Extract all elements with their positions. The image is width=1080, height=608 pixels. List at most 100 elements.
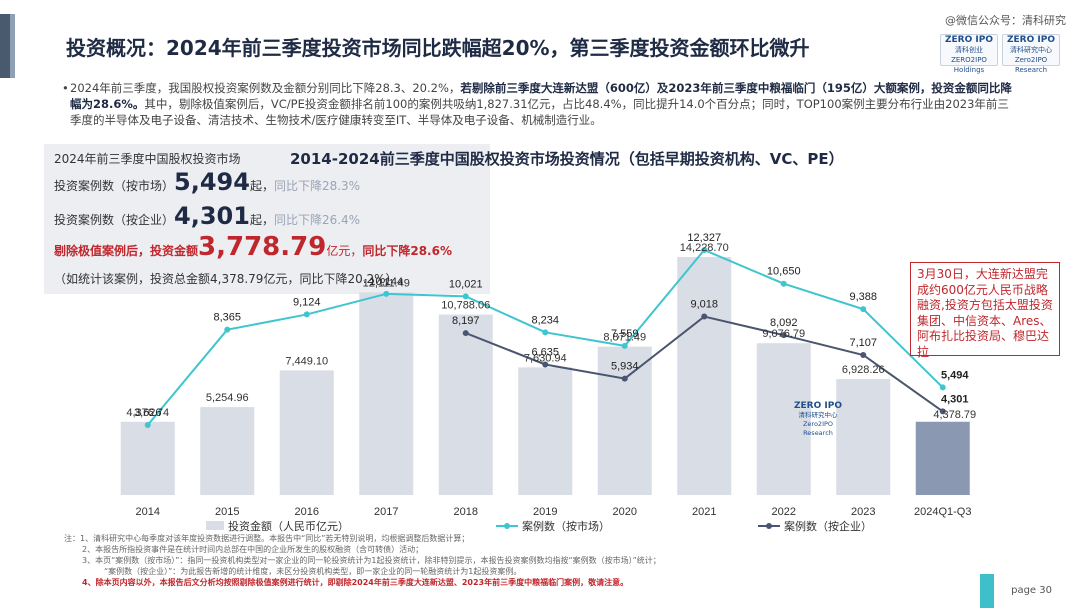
stats-row-note: （如统计该案例，投资总金额4,378.79亿元，同比下降20.2%） (54, 272, 398, 286)
market-count-label-2022: 10,650 (767, 266, 801, 278)
x-tick-2016: 2016 (295, 506, 319, 518)
enterprise-count-point-2018 (462, 330, 469, 337)
market-count-label-2019: 8,234 (531, 314, 559, 326)
inchart-logo-line2: 清科研究中心 (798, 411, 838, 419)
market-count-label-2023: 9,388 (849, 291, 877, 303)
enterprise-count-label-2024Q1-Q3: 4,301 (941, 393, 969, 405)
x-tick-2020: 2020 (613, 506, 637, 518)
logo-right-line3: Zero2IPO Research (1014, 56, 1048, 74)
market-count-point-2022 (780, 280, 787, 287)
stats-row2-change: 同比下降26.4% (273, 213, 361, 227)
stats-heading: 2024年前三季度中国股权投资市场 (54, 152, 241, 166)
stats-row-amount: 剔除极值案例后，投资金额3,778.79亿元，同比下降28.6% (54, 232, 452, 262)
enterprise-count-point-2021 (701, 313, 708, 320)
stats-row3-unit: 亿元， (326, 244, 363, 258)
stats-panel: 2024年前三季度中国股权投资市场 投资案例数（按市场）5,494起，同比下降2… (44, 144, 490, 294)
market-count-point-2019 (542, 329, 549, 336)
stats-row-market: 投资案例数（按市场）5,494起，同比下降28.3% (54, 168, 360, 196)
stats-row3-value: 3,778.79 (198, 232, 327, 262)
market-count-point-2015 (224, 326, 231, 333)
bar-2022 (756, 343, 811, 495)
inchart-logo-line1: ZERO IPO (794, 401, 842, 411)
market-count-label-2017: 10,144 (369, 276, 403, 288)
bar-2015 (200, 407, 255, 495)
watermark: @微信公众号：清科研究 (945, 14, 1066, 27)
logo-left-line2: 清科创业 (955, 46, 983, 54)
enterprise-count-label-2020: 5,934 (611, 361, 639, 373)
stats-row2-label: 投资案例数（按企业） (54, 213, 175, 227)
stats-row3-change: 同比下降28.6% (362, 244, 452, 258)
summary-part1: 2024年前三季度，我国股权投资案例数及金额分别同比下降28.3、20.2%， (70, 81, 461, 95)
market-count-label-2021: 12,327 (687, 232, 721, 244)
x-tick-2023: 2023 (851, 506, 875, 518)
zero2ipo-holdings-logo: ZERO IPO 清科创业 ZERO2IPO Holdings (940, 34, 998, 74)
market-count-point-2016 (303, 311, 310, 318)
legend-label-amount: 投资金额（人民币亿元） (228, 519, 349, 533)
logo-right-line1: ZERO IPO (1007, 35, 1055, 45)
x-tick-2017: 2017 (374, 506, 398, 518)
enterprise-count-label-2022: 8,092 (770, 317, 798, 329)
x-tick-2022: 2022 (772, 506, 796, 518)
footnote-3: 3、本页“案例数（按市场）”：指同一投资机构类型对一家企业的同一轮投资统计为1起… (82, 556, 661, 565)
bar-2018 (438, 314, 493, 495)
stats-row1-label: 投资案例数（按市场） (54, 179, 175, 193)
bar-label-2018: 10,788.06 (441, 300, 490, 312)
bar-2021 (677, 257, 732, 495)
bar-2016 (279, 370, 334, 495)
page-number: page 30 (1011, 585, 1052, 596)
market-count-point-2020 (621, 342, 628, 349)
enterprise-count-point-2020 (621, 375, 628, 382)
bar-label-2017: 12,111.49 (363, 277, 410, 289)
legend-label-market: 案例数（按市场） (522, 519, 610, 533)
legend-swatch-amount (206, 521, 224, 530)
legend-marker-enterprise (766, 523, 772, 529)
footnote-1: 注：1、清科研究中心每季度对该年度投资数据进行调整。本报告中“同比”若无特别说明… (64, 534, 470, 543)
bar-label-2020: 8,871.49 (603, 332, 646, 344)
market-count-point-2021 (701, 247, 708, 253)
bar-2023 (836, 379, 891, 495)
bar-label-2016: 7,449.10 (285, 355, 328, 367)
stats-row-enterprise: 投资案例数（按企业）4,301起，同比下降26.4% (54, 202, 360, 230)
annotation-box: 3月30日，大连新达盟完成约600亿元人民币战略融资,投资方包括太盟投资集团、中… (910, 262, 1060, 359)
x-tick-2015: 2015 (215, 506, 239, 518)
enterprise-count-point-2022 (780, 332, 787, 339)
enterprise-count-label-2018: 8,197 (452, 315, 480, 327)
footnotes: 注：1、清科研究中心每季度对该年度投资数据进行调整。本报告中“同比”若无特别说明… (64, 533, 924, 588)
zero2ipo-research-logo: ZERO IPO 清科研究中心 Zero2IPO Research (1002, 34, 1060, 74)
market-count-label-2020: 7,559 (611, 328, 639, 340)
enterprise-count-label-2019: 6,635 (531, 346, 559, 358)
enterprise-count-point-2023 (860, 351, 867, 358)
enterprise-count-label-2023: 7,107 (849, 337, 877, 349)
logo-left-line1: ZERO IPO (945, 35, 993, 45)
summary-part2: 其中，剔除极值案例后，VC/PE投资金额排名前100的案例共吸纳1,827.31… (70, 97, 1009, 127)
market-count-point-2014 (144, 422, 151, 428)
bar-2024Q1-Q3 (915, 421, 970, 495)
left-accent-bar-light (10, 14, 15, 78)
x-tick-2018: 2018 (454, 506, 478, 518)
market-count-label-2018: 10,021 (449, 278, 483, 290)
inchart-logo-line3: Zero2IPO Research (802, 420, 834, 437)
footnote-3b: “案例数（按企业）”：为此报告新增的统计维度，未区分投资机构类型，即一家企业的同… (104, 567, 522, 576)
bar-label-2021: 14,228.70 (680, 242, 729, 254)
bar-2020 (597, 346, 652, 495)
stats-row2-unit: 起， (249, 213, 274, 227)
market-count-point-2024Q1-Q3 (939, 384, 946, 391)
x-tick-2019: 2019 (533, 506, 557, 518)
bar-label-2019: 7,630.94 (524, 352, 567, 364)
bar-label-2023: 6,928.26 (842, 364, 885, 376)
market-count-point-2018 (462, 293, 469, 300)
logo-left-line3: ZERO2IPO Holdings (951, 56, 987, 74)
enterprise-count-label-2021: 9,018 (690, 299, 718, 311)
inchart-research-logo: ZERO IPO 清科研究中心 Zero2IPO Research (792, 401, 844, 438)
logo-right-line2: 清科研究中心 (1010, 46, 1052, 54)
legend-label-enterprise: 案例数（按企业） (784, 519, 872, 533)
page-accent-bar (980, 574, 994, 608)
stats-row2-value: 4,301 (174, 202, 250, 230)
legend-marker-market (504, 523, 510, 529)
stats-row3-label: 剔除极值案例后，投资金额 (54, 244, 199, 258)
bullet-icon: • (62, 81, 69, 95)
bar-label-2024Q1-Q3: 4,378.79 (933, 409, 976, 421)
market-count-label-2015: 8,365 (213, 312, 241, 324)
market-count-label-2024Q1-Q3: 5,494 (941, 369, 969, 381)
market-count-point-2017 (383, 290, 390, 297)
